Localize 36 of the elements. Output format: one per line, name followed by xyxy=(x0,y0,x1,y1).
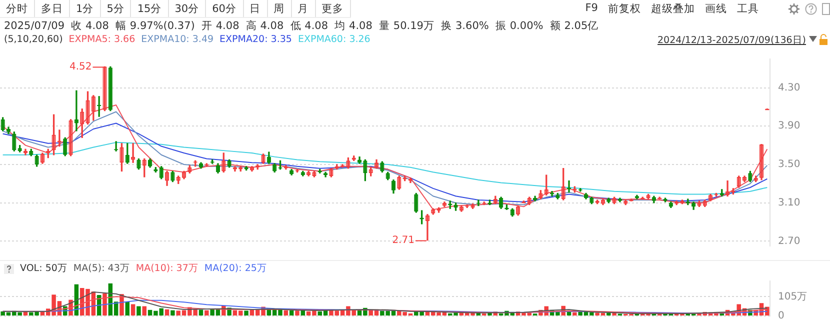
text: 多日 xyxy=(35,0,70,17)
text: 30分 xyxy=(168,0,206,17)
text: 周 xyxy=(268,0,292,17)
chart-subtitle: 2024/12/13-2025/07/09(136日) xyxy=(658,34,806,47)
text: MA(20): 25万 xyxy=(204,262,267,275)
y-tick-label: 0 xyxy=(778,310,784,322)
text: 更多 xyxy=(316,0,350,17)
text: 1分 xyxy=(70,0,101,17)
text: 前复权 xyxy=(607,2,642,16)
legend-title: (5,10,20,60) xyxy=(4,34,63,45)
y-tick-label: 3.10 xyxy=(778,197,800,208)
text: 5分 xyxy=(100,0,132,17)
text: EXPMA10: 3.49 xyxy=(141,34,214,45)
chart-title: 2025/07/09 收 4.08 幅 9.97%(0.37) 开 4.08 高 4.08 低 4.08 均 4.08 量 50.19万 换 3.60% 振 0.00% 额 2.05亿 xyxy=(4,19,599,33)
text: 60分 xyxy=(206,0,244,17)
y-tick-label: 2.70 xyxy=(778,236,800,247)
annotation: 2.71 xyxy=(392,234,414,246)
text: EXPMA60: 3.26 xyxy=(298,34,370,45)
text: 日 xyxy=(244,0,268,17)
text: 工具 xyxy=(736,2,760,16)
text: 超级叠加 xyxy=(650,2,696,16)
text: 15分 xyxy=(131,0,169,17)
text: 月 xyxy=(292,0,316,17)
y-tick-label: 3.50 xyxy=(778,159,800,170)
text: EXPMA5: 3.66 xyxy=(68,34,136,45)
text: VOL: 50万 xyxy=(20,262,68,275)
y-tick-label: 4.30 xyxy=(778,82,800,94)
y-tick-label: 105万 xyxy=(778,291,808,302)
text: MA(10): 37万 xyxy=(136,262,198,275)
text: 分时 xyxy=(0,0,35,17)
annotation: 4.52 xyxy=(69,61,92,72)
text: MA(5): 43万 xyxy=(73,262,130,275)
y-tick-label: 3.90 xyxy=(778,120,800,132)
text: 画线 xyxy=(704,2,728,16)
text: F9 xyxy=(584,1,599,16)
text: EXPMA20: 3.35 xyxy=(220,34,292,45)
